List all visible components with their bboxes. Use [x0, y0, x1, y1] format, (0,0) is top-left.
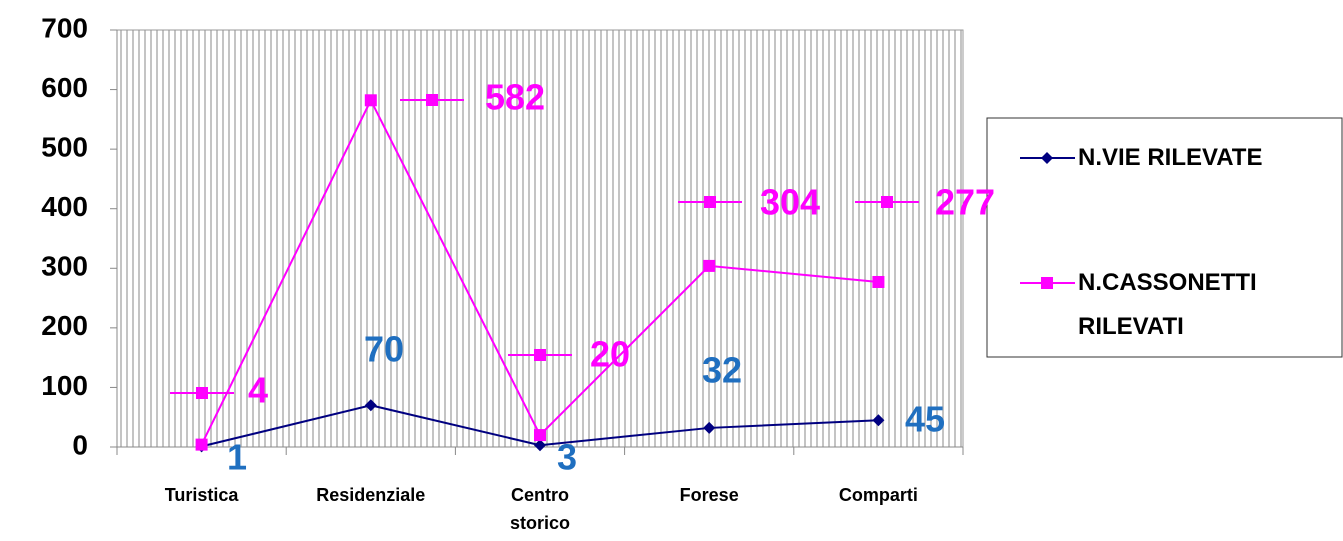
data-point — [872, 414, 885, 427]
label-key-marker — [881, 196, 893, 208]
legend-label-box: N.VIE RILEVATE — [1078, 144, 1263, 171]
data-label: 4 — [248, 370, 268, 411]
data-point — [364, 399, 377, 412]
label-key-marker — [426, 94, 438, 106]
data-label: 304 — [760, 182, 820, 223]
data-point — [195, 438, 208, 451]
legend-marker — [1041, 152, 1053, 164]
legend-marker — [1041, 277, 1053, 289]
data-point — [534, 439, 546, 452]
label-key-marker — [704, 196, 716, 208]
y-tick-label: 200 — [41, 310, 88, 341]
label-key-marker — [196, 387, 208, 399]
legend-label: N.CASSONETTI RILEVATI — [1078, 269, 1257, 340]
y-tick-label: 100 — [41, 370, 88, 401]
legend-label: N.VIE RILEVATE — [1078, 144, 1263, 171]
y-tick-label: 0 — [72, 429, 88, 460]
x-tick-label-box: Comparti — [838, 485, 918, 505]
x-tick-label-box: Turistica — [164, 485, 239, 505]
x-tick-label: Comparti — [838, 485, 918, 505]
data-label: 277 — [935, 182, 995, 223]
data-point — [364, 94, 377, 107]
y-tick-label: 300 — [41, 251, 88, 282]
data-point — [872, 275, 885, 288]
y-tick-label: 500 — [41, 132, 88, 163]
data-point — [703, 421, 716, 434]
data-point — [534, 429, 546, 442]
x-tick-label: Turistica — [164, 485, 239, 505]
data-label: 70 — [364, 329, 404, 370]
label-key-marker — [534, 349, 546, 361]
data-label: 20 — [590, 334, 630, 375]
data-point — [703, 259, 716, 272]
x-tick-label: Residenziale — [316, 485, 426, 505]
data-label: 45 — [905, 399, 945, 440]
y-tick-label: 600 — [41, 72, 88, 103]
y-tick-label: 400 — [41, 191, 88, 222]
x-tick-label: Centro storico — [509, 485, 570, 533]
x-tick-label-box: Centro storico — [509, 485, 570, 533]
x-tick-label-box: Residenziale — [316, 485, 426, 505]
data-label: 582 — [485, 77, 545, 118]
y-tick-label: 700 — [41, 12, 88, 43]
x-tick-label-box: Forese — [679, 485, 739, 505]
legend-label-box: N.CASSONETTI RILEVATI — [1078, 269, 1257, 340]
data-label: 1 — [227, 437, 247, 478]
plot-area — [116, 29, 964, 448]
x-tick-label: Forese — [679, 485, 739, 505]
data-label: 3 — [557, 437, 577, 478]
data-label: 32 — [702, 350, 742, 391]
